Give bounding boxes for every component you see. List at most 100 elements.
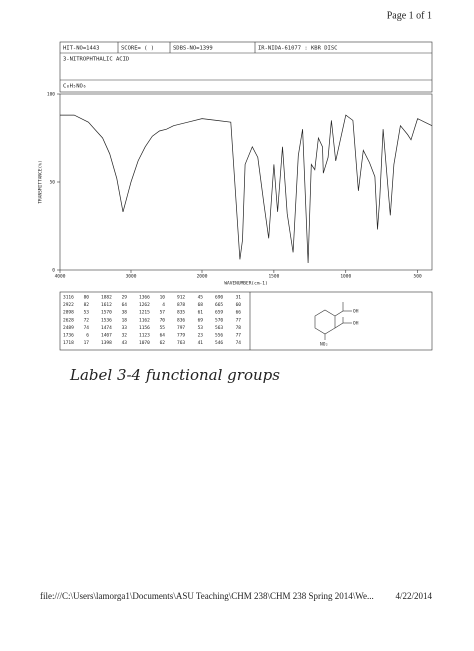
peak-wavenumber: 1398 [101,340,112,346]
peak-wavenumber: 1070 [139,340,150,346]
peak-intensity: 53 [84,310,90,316]
structure [314,302,352,340]
peak-intensity: 38 [122,310,128,316]
peak-intensity: 62 [160,340,166,346]
peak-intensity: 57 [160,310,166,316]
peak-wavenumber: 556 [215,333,223,339]
peak-wavenumber: 1536 [101,317,112,323]
peak-intensity: 66 [236,310,242,316]
peak-wavenumber: 546 [215,340,223,346]
peak-wavenumber: 1156 [139,325,150,331]
peak-wavenumber: 797 [177,325,185,331]
peak-table [59,291,433,351]
peak-intensity: 41 [198,340,204,346]
peak-wavenumber: 1123 [139,333,150,339]
peak-wavenumber: 563 [215,325,223,331]
peak-wavenumber: 1366 [139,295,150,301]
peak-intensity: 77 [236,317,242,323]
peak-intensity: 55 [160,325,166,331]
y-tick-label: 0 [52,268,55,274]
peak-intensity: 43 [122,340,128,346]
header-box [59,41,433,93]
peak-wavenumber: 570 [215,317,223,323]
peak-intensity: 31 [236,295,242,301]
peak-intensity: 77 [236,333,242,339]
peak-intensity: 45 [198,295,204,301]
y-tick-label: 100 [47,92,55,98]
peak-wavenumber: 912 [177,295,185,301]
structure-label: OH [353,309,359,315]
page-number: Page 1 of 1 [387,10,432,21]
peak-intensity: 80 [84,295,90,301]
peak-wavenumber: 1215 [139,310,150,316]
peak-wavenumber: 1474 [101,325,112,331]
peak-intensity: 6 [86,333,89,339]
structure-label: NO₂ [320,342,328,348]
peak-intensity: 4 [162,302,165,308]
peak-intensity: 18 [122,317,128,323]
peak-wavenumber: 1718 [63,340,74,346]
method: IR-NIDA-61077 : KBR DISC [258,46,337,52]
x-tick-label: 2000 [197,274,208,280]
y-tick-label: 50 [50,180,56,186]
x-tick-label: 4000 [55,274,66,280]
peak-intensity: 64 [160,333,166,339]
peak-wavenumber: 836 [177,317,185,323]
peak-wavenumber: 779 [177,333,185,339]
peak-wavenumber: 1162 [139,317,150,323]
footer-path: file:///C:\Users\lamorga1\Documents\ASU … [40,591,374,601]
footer-date: 4/22/2014 [395,591,432,601]
peak-wavenumber: 2628 [63,317,74,323]
peak-wavenumber: 1262 [139,302,150,308]
y-axis-label: TRANSMITTANCE(%) [38,160,44,203]
hit-no: HIT-NO=1443 [63,46,99,52]
peak-intensity: 82 [84,302,90,308]
x-tick-label: 500 [414,274,422,280]
peak-intensity: 72 [84,317,90,323]
peak-wavenumber: 690 [215,295,223,301]
peak-wavenumber: 3116 [63,295,74,301]
peak-wavenumber: 1570 [101,310,112,316]
peak-wavenumber: 763 [177,340,185,346]
x-tick-label: 3000 [126,274,137,280]
x-tick-label: 1500 [268,274,279,280]
peak-wavenumber: 1736 [63,333,74,339]
peak-wavenumber: 665 [215,302,223,308]
peak-intensity: 64 [122,302,128,308]
peak-intensity: 69 [198,317,204,323]
peak-intensity: 10 [160,295,166,301]
x-tick-label: 1000 [340,274,351,280]
peak-wavenumber: 1612 [101,302,112,308]
peak-intensity: 33 [122,325,128,331]
peak-intensity: 74 [84,325,90,331]
peak-intensity: 23 [198,333,204,339]
peak-intensity: 74 [236,340,242,346]
x-axis-label: WAVENUMBER(cm-1) [224,281,267,287]
peak-wavenumber: 659 [215,310,223,316]
peak-intensity: 53 [198,325,204,331]
peak-intensity: 32 [122,333,128,339]
plot-frame [59,93,433,271]
peak-wavenumber: 1882 [101,295,112,301]
structure-label: OH [353,321,359,327]
peak-intensity: 68 [198,302,204,308]
formula: C₈H₅NO₆ [63,84,86,90]
peak-intensity: 17 [84,340,90,346]
peak-wavenumber: 878 [177,302,185,308]
peak-intensity: 60 [236,302,242,308]
peak-wavenumber: 835 [177,310,185,316]
spectrum [60,114,433,264]
handwritten-note: Label 3-4 functional groups [69,366,280,384]
peak-intensity: 70 [160,317,166,323]
peak-intensity: 29 [122,295,128,301]
compound: 3-NITROPHTHALIC ACID [63,57,129,63]
peak-intensity: 61 [198,310,204,316]
peak-wavenumber: 2489 [63,325,74,331]
peak-wavenumber: 2898 [63,310,74,316]
peak-wavenumber: 1407 [101,333,112,339]
peak-wavenumber: 2922 [63,302,74,308]
score: SCORE= ( ) [121,46,154,52]
sdbs-no: SDBS-NO=1399 [173,46,213,52]
